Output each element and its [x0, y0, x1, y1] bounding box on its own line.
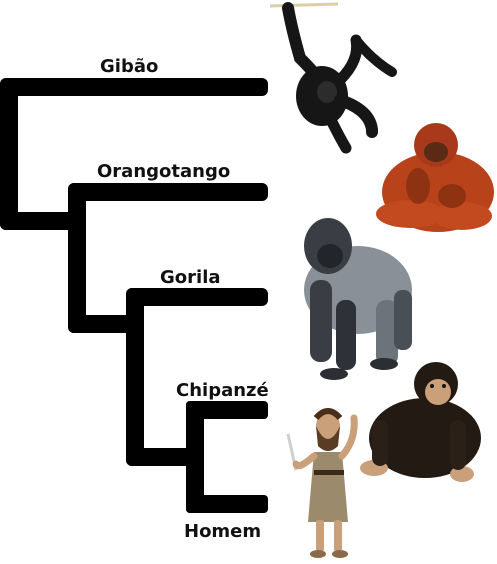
label-orangotango: Orangotango: [97, 161, 230, 182]
branch-orangotango: [68, 183, 268, 201]
taxon-labels: Gibão Orangotango Gorila Chipanzé Homem: [97, 56, 269, 542]
tree-branches: [0, 78, 268, 513]
branch-gorila: [126, 288, 268, 306]
label-gorila: Gorila: [160, 267, 221, 288]
human-icon: [286, 408, 358, 558]
branch-node2-lower: [68, 315, 144, 333]
branch-homem: [186, 495, 268, 513]
branch-root-lower: [0, 212, 86, 230]
orangutan-icon: [376, 123, 494, 232]
branch-gibao: [0, 78, 268, 96]
branch-node3-vertical: [126, 288, 144, 466]
label-homem: Homem: [184, 521, 261, 542]
gorilla-icon: [304, 218, 412, 380]
branch-node2-vertical: [68, 183, 86, 333]
branch-root-vertical: [0, 78, 18, 230]
branch-node4-vertical: [186, 401, 204, 513]
label-chipanze: Chipanzé: [176, 380, 269, 401]
chimpanzee-icon: [360, 362, 481, 482]
branch-chipanze: [186, 401, 268, 419]
gibbon-icon: [269, 2, 397, 154]
branch-node3-lower: [126, 448, 204, 466]
label-gibao: Gibão: [100, 56, 158, 77]
